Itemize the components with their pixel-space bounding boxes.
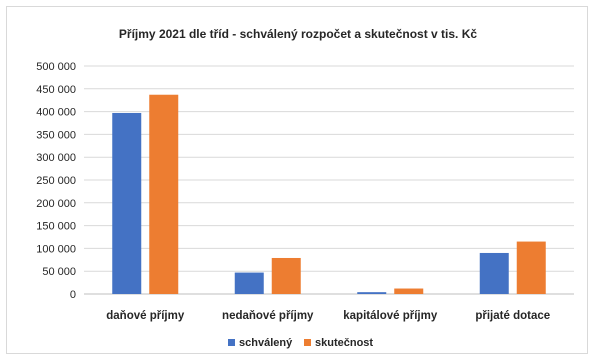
bar-skutecnost-3 (516, 241, 546, 294)
y-tick-label: 200 000 (36, 198, 76, 210)
bar-schvaleny-0 (112, 112, 142, 294)
bars (112, 94, 546, 294)
y-tick-label: 150 000 (36, 221, 76, 233)
y-tick-label: 350 000 (36, 129, 76, 141)
bar-schvaleny-2 (357, 292, 387, 294)
bar-skutecnost-2 (394, 288, 424, 294)
x-axis: daňové příjmy nedaňové příjmy kapitálové p… (106, 310, 550, 322)
y-tick-label: 300 000 (36, 152, 76, 164)
x-tick-label: daňové příjmy (106, 310, 185, 322)
y-tick-label: 450 000 (36, 84, 76, 96)
x-tick-label: nedaňové příjmy (222, 310, 314, 322)
y-tick-label: 50 000 (42, 266, 76, 278)
legend-swatch (228, 339, 235, 346)
legend: schválený skutečnost (228, 337, 373, 349)
legend-swatch (304, 339, 311, 346)
y-tick-label: 0 (70, 289, 76, 301)
bar-skutecnost-1 (271, 257, 301, 294)
y-tick-label: 100 000 (36, 243, 76, 255)
x-tick-label: přijaté dotace (475, 310, 550, 322)
y-tick-label: 400 000 (36, 107, 76, 119)
y-tick-label: 250 000 (36, 175, 76, 187)
chart-title: Příjmy 2021 dle tříd - schválený rozpoče… (119, 27, 477, 41)
legend-label: skutečnost (315, 337, 373, 349)
y-tick-label: 500 000 (36, 61, 76, 73)
y-axis: 0 50 000 100 000 150 000 200 000 250 000 300 0… (36, 61, 76, 301)
x-tick-label: kapitálové příjmy (343, 310, 438, 322)
bar-skutecnost-0 (149, 94, 179, 294)
legend-label: schválený (239, 337, 293, 349)
bar-schvaleny-3 (479, 252, 509, 294)
bar-schvaleny-1 (234, 272, 264, 294)
